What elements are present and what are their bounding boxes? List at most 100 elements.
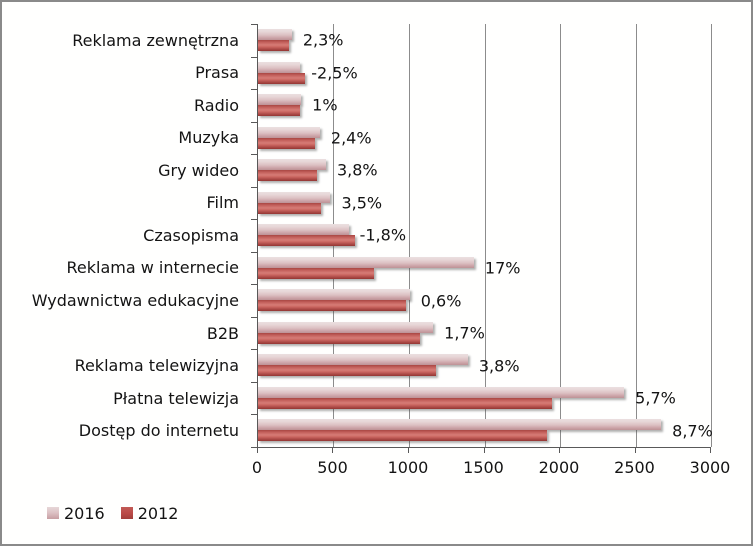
bar-2016 (258, 289, 410, 301)
x-tick-2500 (634, 448, 636, 453)
y-tick (251, 121, 257, 123)
bar-group: 0,6% (258, 284, 711, 317)
category-label: Płatna telewizja (113, 388, 239, 408)
bar-2016 (258, 94, 302, 106)
bar-2016 (258, 256, 474, 268)
y-tick (251, 316, 257, 318)
x-tick-2000 (558, 448, 560, 453)
bar-group: 3,5% (258, 187, 711, 220)
x-axis-label: 2500 (614, 458, 655, 477)
bar-2016 (258, 321, 434, 333)
legend-label-2012: 2012 (137, 503, 179, 523)
legend-swatch-2012-icon (120, 507, 133, 519)
x-axis-label: 500 (317, 458, 348, 477)
x-tick-1000 (407, 448, 409, 453)
bar-value-label: 3,8% (336, 160, 378, 180)
x-axis-label: 3000 (689, 458, 731, 477)
x-tick-1500 (483, 448, 485, 453)
category-axis-labels: Reklama zewnętrzna Prasa Radio Muzyka Gry wi… (2, 24, 248, 447)
bar-value-label: 3,8% (478, 356, 520, 376)
bar-2012 (258, 137, 315, 149)
bar-group: 1,7% (258, 317, 711, 350)
bar-value-label: 2,4% (330, 128, 372, 148)
bar-2016 (258, 354, 468, 366)
gridline-2500 (635, 24, 637, 447)
bar-group: 5,7% (258, 382, 711, 415)
bar-2012 (258, 105, 300, 117)
y-tick (251, 414, 257, 416)
bar-value-label: 2,3% (302, 30, 344, 50)
bar-2012 (258, 235, 356, 247)
gridline-1500 (484, 24, 486, 447)
bar-group: 8,7% (258, 414, 713, 447)
bar-value-label: 8,7% (672, 421, 713, 441)
bar-group: 17% (258, 252, 711, 285)
bar-2016 (258, 61, 301, 73)
bar-value-label: -1,8% (359, 225, 407, 245)
x-axis-ticks (257, 448, 711, 453)
x-axis-label: 2000 (538, 458, 580, 477)
y-tick (251, 381, 257, 383)
x-tick-0 (257, 448, 258, 453)
plot-area: 2,3% -2,5% 1% 2,4% 3,8% 3,5% -1,8% 17% 0,6% 1,7% 3… (257, 24, 713, 448)
y-tick (251, 24, 257, 25)
y-tick (251, 251, 257, 253)
x-axis-label: 1500 (463, 458, 504, 477)
y-tick (251, 56, 257, 58)
bar-group: -1,8% (258, 219, 711, 252)
bar-rows: 2,3% -2,5% 1% 2,4% 3,8% 3,5% -1,8% 17% 0,6% 1,7% 3… (258, 24, 713, 447)
gridline-2000 (559, 24, 561, 447)
category-label: Prasa (195, 63, 239, 83)
bar-2016 (258, 126, 320, 138)
category-label: Film (206, 193, 239, 213)
category-label: Muzyka (178, 128, 239, 148)
legend: 2016 2012 (47, 503, 179, 523)
y-tick (251, 219, 257, 221)
x-axis-label: 1000 (387, 458, 429, 477)
legend-label-2016: 2016 (64, 503, 105, 523)
gridline-1000 (408, 24, 410, 447)
legend-item-2012: 2012 (120, 503, 179, 523)
bar-value-label: 17% (484, 258, 521, 278)
y-tick (251, 154, 257, 156)
x-axis-label: 0 (251, 458, 263, 477)
bar-value-label: 1% (312, 95, 338, 115)
bar-2012 (258, 332, 420, 344)
y-tick (251, 349, 257, 351)
bar-value-label: -2,5% (311, 63, 358, 83)
y-tick (251, 89, 257, 91)
category-label: Wydawnictwa edukacyjne (31, 291, 239, 311)
y-tick (251, 284, 257, 286)
y-tick (251, 447, 257, 448)
legend-item-2016: 2016 (47, 504, 105, 523)
y-tick (251, 186, 257, 188)
x-axis-labels: 0 500 1000 1500 2000 2500 3000 (252, 458, 730, 478)
gridline-3000 (711, 24, 712, 447)
x-tick-3000 (710, 448, 711, 453)
bar-2016 (258, 191, 331, 203)
category-label: Czasopisma (143, 225, 239, 245)
legend-swatch-2016-icon (47, 507, 59, 519)
bar-2012 (258, 300, 406, 312)
bar-2012 (258, 40, 289, 51)
category-label: Reklama telewizyjna (74, 356, 239, 376)
bar-value-label: 1,7% (444, 323, 485, 343)
bar-group: 1% (258, 89, 711, 122)
category-label: B2B (206, 323, 239, 343)
bar-2016 (258, 386, 625, 398)
bar-2012 (258, 430, 548, 442)
category-label: Radio (194, 95, 239, 115)
bar-value-label: 5,7% (635, 388, 676, 408)
bar-2016 (258, 419, 662, 431)
bar-group: -2,5% (258, 57, 711, 90)
bar-2012 (258, 365, 437, 377)
bar-value-label: 0,6% (420, 291, 462, 311)
category-label: Reklama w internecie (66, 258, 239, 278)
bar-2016 (258, 224, 349, 236)
category-label: Reklama zewnętrzna (72, 30, 239, 50)
bar-group: 3,8% (258, 349, 711, 382)
x-tick-500 (332, 448, 334, 453)
bar-2012 (258, 170, 317, 182)
bar-2012 (258, 267, 374, 279)
